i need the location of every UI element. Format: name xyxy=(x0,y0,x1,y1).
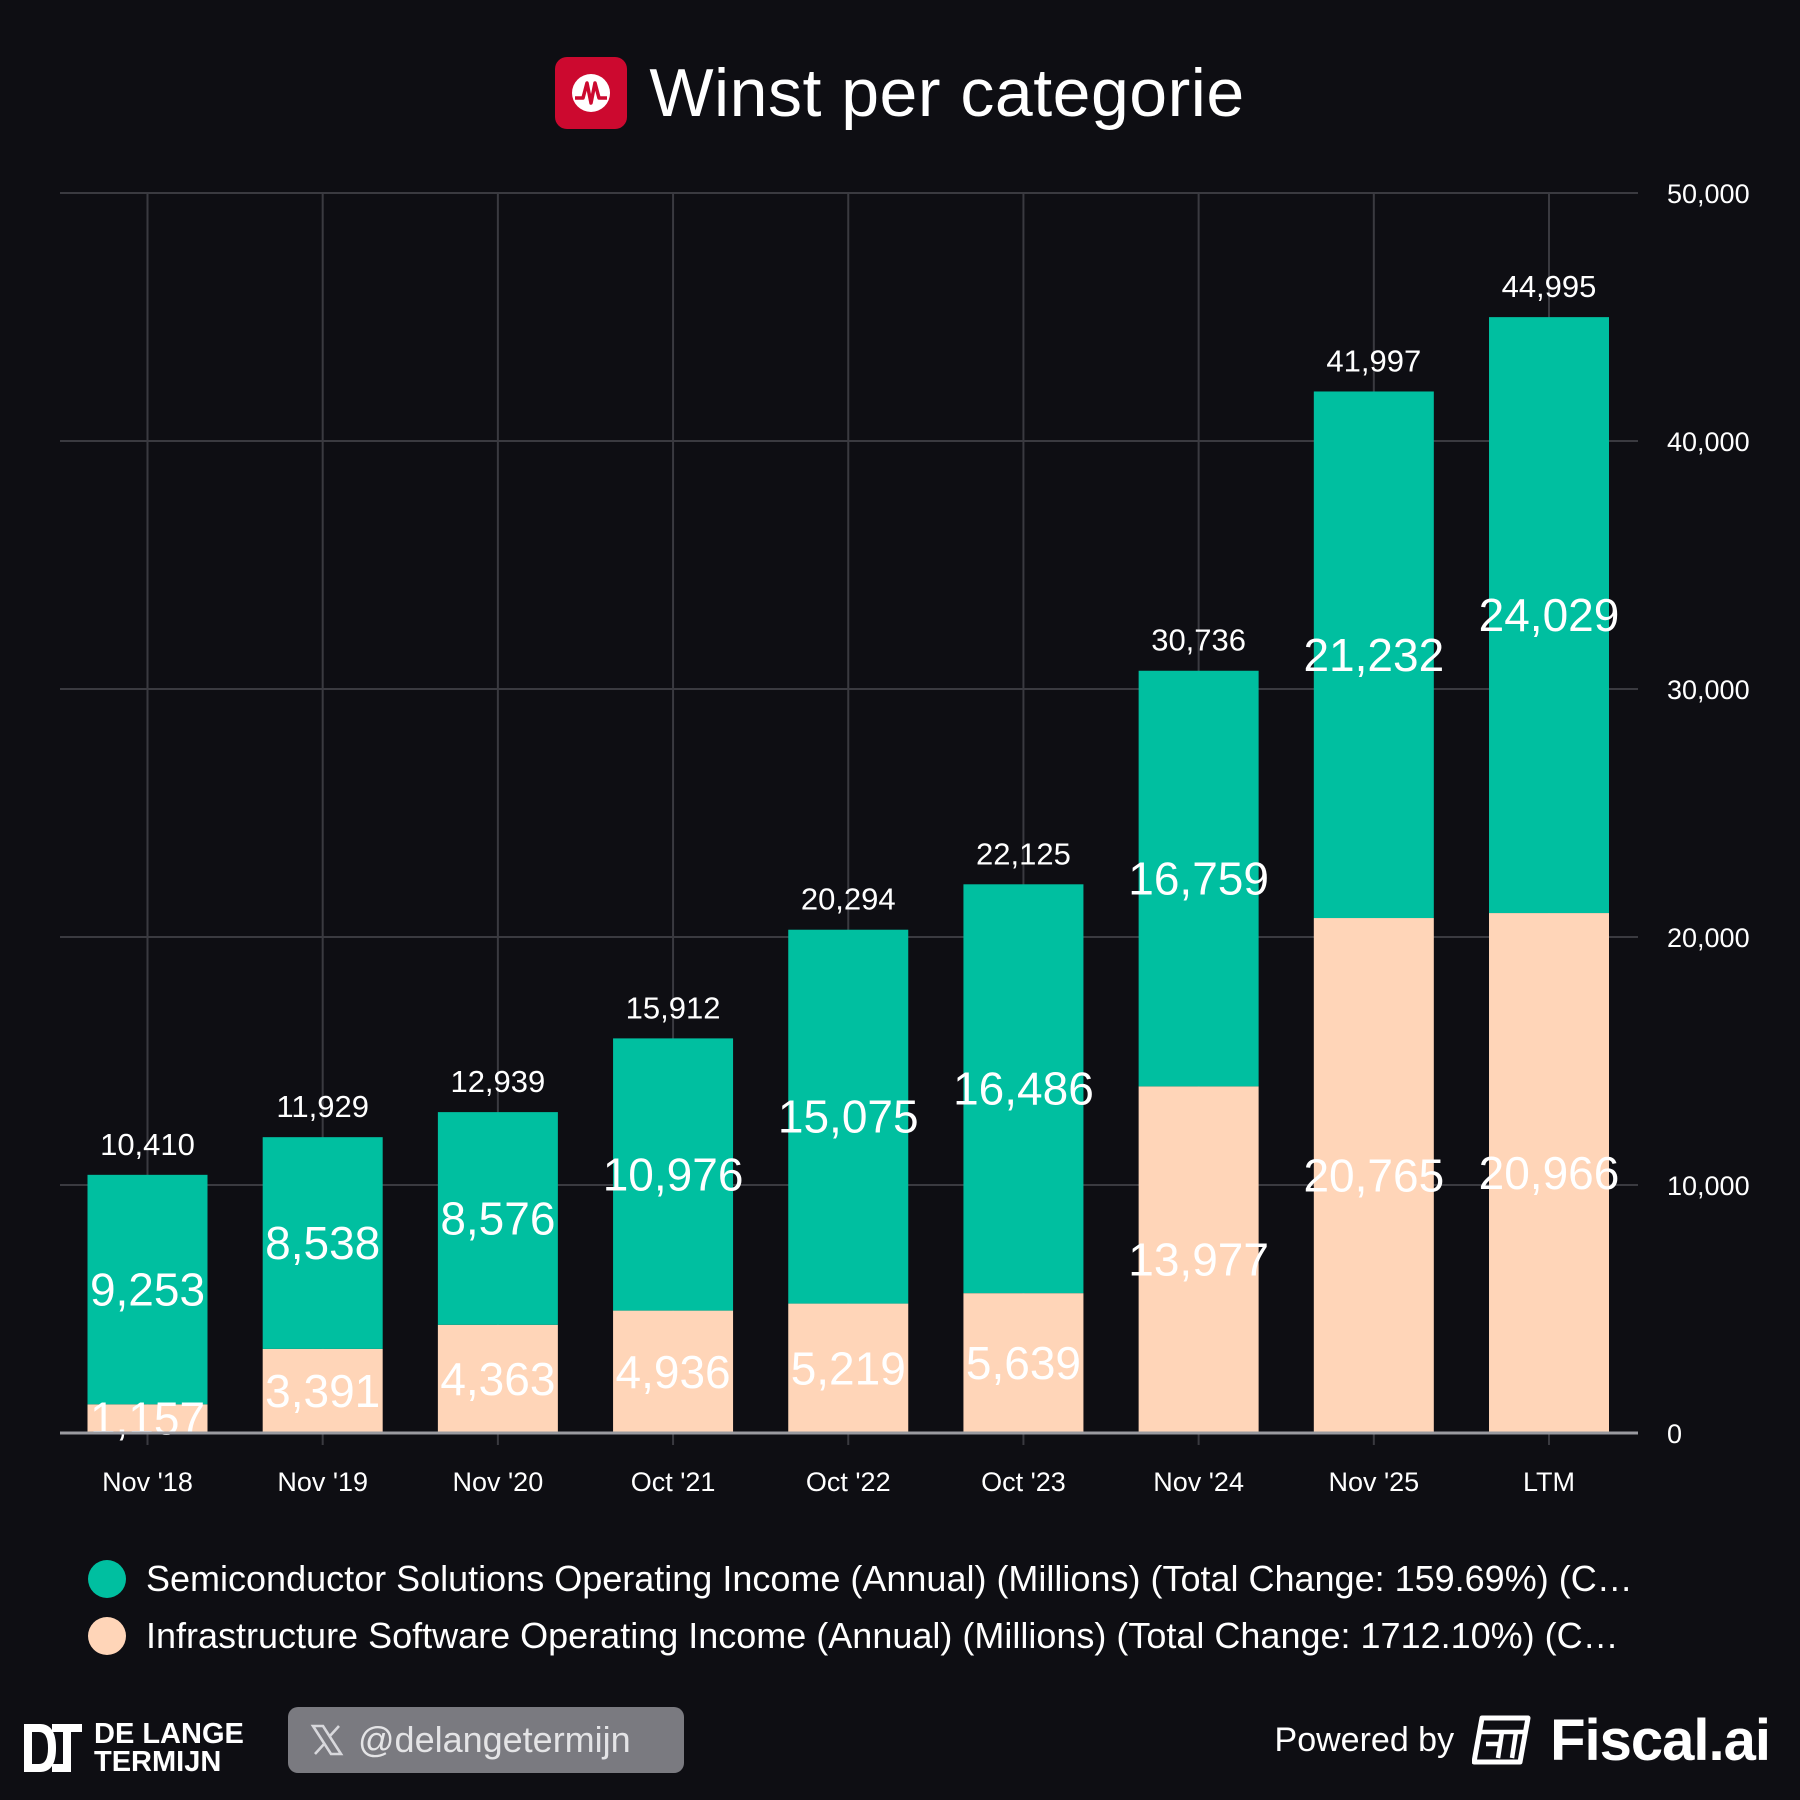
bar-segment-semiconductor[interactable] xyxy=(437,1112,558,1325)
data-label-total: 15,912 xyxy=(626,990,721,1025)
bar-segment-semiconductor[interactable] xyxy=(1489,317,1609,914)
bar-segment-software[interactable] xyxy=(87,1404,208,1433)
data-label-software: 5,639 xyxy=(966,1337,1081,1389)
x-tick-label: Nov '25 xyxy=(1328,1467,1419,1497)
bar-segment-semiconductor[interactable] xyxy=(1138,670,1259,1087)
brand-line-2: TERMIJN xyxy=(94,1746,222,1778)
data-label-semiconductor: 16,759 xyxy=(1128,853,1269,905)
data-label-semiconductor: 21,232 xyxy=(1303,629,1444,681)
bar-segment-software[interactable] xyxy=(437,1324,558,1433)
y-tick-label: 20,000 xyxy=(1667,923,1750,953)
data-label-semiconductor: 9,253 xyxy=(90,1264,205,1316)
data-label-software: 1,157 xyxy=(90,1393,205,1445)
data-label-total: 22,125 xyxy=(976,836,1071,871)
x-logo-icon xyxy=(310,1724,344,1756)
data-label-software: 4,363 xyxy=(440,1353,555,1405)
x-tick-label: Oct '23 xyxy=(981,1467,1066,1497)
bar-segment-software[interactable] xyxy=(1313,918,1434,1433)
bars-layer xyxy=(87,317,1609,1433)
fiscal-wordmark: Fiscal.ai xyxy=(1550,1707,1771,1773)
data-label-semiconductor: 8,576 xyxy=(440,1192,555,1244)
data-label-software: 20,765 xyxy=(1303,1150,1444,1202)
legend-item-software[interactable]: Infrastructure Software Operating Income… xyxy=(88,1615,1748,1657)
data-label-total: 12,939 xyxy=(450,1064,545,1099)
y-tick-label: 50,000 xyxy=(1667,179,1750,209)
x-tick-label: Nov '18 xyxy=(102,1467,193,1497)
legend-label-semiconductor: Semiconductor Solutions Operating Income… xyxy=(146,1558,1633,1599)
data-label-semiconductor: 8,538 xyxy=(265,1217,380,1269)
data-label-semiconductor: 24,029 xyxy=(1479,589,1620,641)
y-tick-label: 30,000 xyxy=(1667,675,1750,705)
data-label-semiconductor: 10,976 xyxy=(603,1148,744,1200)
data-label-software: 13,977 xyxy=(1128,1234,1269,1286)
powered-by-fiscal: Powered by Fiscal.ai xyxy=(1274,1700,1771,1780)
data-label-total: 41,997 xyxy=(1326,343,1421,378)
bar-segment-software[interactable] xyxy=(963,1293,1084,1433)
bar-segment-software[interactable] xyxy=(613,1310,734,1433)
data-label-total: 44,995 xyxy=(1502,269,1597,304)
bar-segment-semiconductor[interactable] xyxy=(963,884,1084,1294)
data-label-total: 11,929 xyxy=(276,1089,369,1124)
x-tick-label: Oct '21 xyxy=(631,1467,716,1497)
chart-title: Winst per categorie xyxy=(649,55,1245,131)
x-tick-label: Nov '20 xyxy=(453,1467,544,1497)
brand-wordmark: DE LANGE TERMIJN xyxy=(94,1718,244,1778)
data-label-software: 5,219 xyxy=(791,1342,906,1394)
bar-segment-semiconductor[interactable] xyxy=(87,1174,208,1405)
dlt-monogram-icon xyxy=(24,1724,82,1772)
data-label-software: 20,966 xyxy=(1479,1147,1620,1199)
data-label-semiconductor: 16,486 xyxy=(953,1063,1094,1115)
x-tick-label: Oct '22 xyxy=(806,1467,891,1497)
bar-segment-software[interactable] xyxy=(1138,1086,1259,1433)
bar-segment-semiconductor[interactable] xyxy=(1313,391,1434,919)
bar-segment-software[interactable] xyxy=(1489,913,1609,1433)
legend-swatch-software xyxy=(88,1617,126,1655)
fiscal-logo-icon xyxy=(1472,1715,1531,1765)
bar-segment-semiconductor[interactable] xyxy=(788,929,909,1304)
data-label-software: 3,391 xyxy=(265,1365,380,1417)
data-label-total: 20,294 xyxy=(801,882,896,917)
y-tick-label: 10,000 xyxy=(1667,1171,1750,1201)
social-handle: @delangetermijn xyxy=(358,1719,631,1760)
powered-by-label: Powered by xyxy=(1274,1720,1455,1759)
y-tick-label: 40,000 xyxy=(1667,427,1750,457)
de-lange-termijn-logo: DE LANGE TERMIJN xyxy=(22,1718,244,1778)
brand-line-1: DE LANGE xyxy=(94,1718,244,1750)
data-label-software: 4,936 xyxy=(616,1346,731,1398)
bar-segment-semiconductor[interactable] xyxy=(613,1038,734,1311)
data-label-semiconductor: 15,075 xyxy=(778,1091,919,1143)
bar-segment-semiconductor[interactable] xyxy=(262,1137,383,1349)
legend-swatch-semiconductor xyxy=(88,1560,126,1598)
legend-item-semiconductor[interactable]: Semiconductor Solutions Operating Income… xyxy=(88,1558,1748,1600)
labels-layer: 9,253 1,157 10,410 8,538 3,391 11,929 8,576 4,3… xyxy=(90,269,1619,1445)
x-tick-label: Nov '24 xyxy=(1153,1467,1244,1497)
y-tick-label: 0 xyxy=(1667,1419,1682,1449)
social-handle-badge[interactable]: @delangetermijn xyxy=(288,1707,684,1773)
x-tick-label: LTM xyxy=(1523,1467,1575,1497)
legend-label-software: Infrastructure Software Operating Income… xyxy=(146,1615,1619,1656)
axis-layer: 0 10,000 20,000 30,000 40,000 50,000 Nov '18 No… xyxy=(60,179,1750,1497)
company-logo xyxy=(555,57,628,129)
chart-header: Winst per categorie xyxy=(0,48,1800,138)
company-logo-icon xyxy=(572,74,611,112)
data-label-total: 30,736 xyxy=(1151,623,1246,658)
bar-segment-software[interactable] xyxy=(262,1348,383,1433)
x-tick-label: Nov '19 xyxy=(277,1467,368,1497)
bar-segment-software[interactable] xyxy=(788,1303,909,1433)
data-label-total: 10,410 xyxy=(100,1127,195,1162)
